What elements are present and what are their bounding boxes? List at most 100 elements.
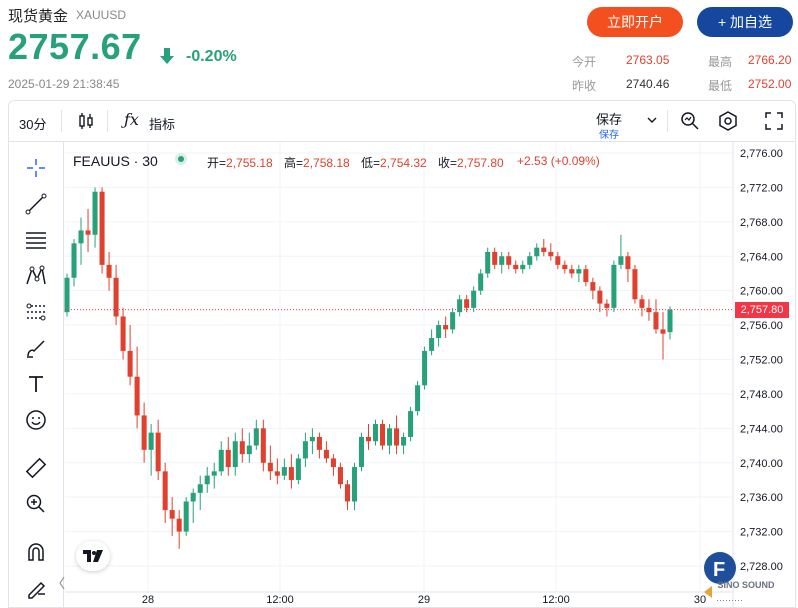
candle-body xyxy=(78,230,84,244)
candle-body xyxy=(246,445,252,455)
candle-body xyxy=(71,243,77,278)
last-price-tag: 2,757.80 xyxy=(735,301,789,318)
quick-search-icon[interactable] xyxy=(679,110,701,132)
x-tick-label: 12:00 xyxy=(266,594,294,606)
candle-body xyxy=(120,316,126,351)
y-tick-label: 2,736.00 xyxy=(740,492,783,504)
candle-body xyxy=(260,428,266,463)
candle-body xyxy=(653,312,659,330)
candle-body xyxy=(436,325,442,338)
x-tick-label: 30 xyxy=(694,594,706,606)
y-tick-label: 2,764.00 xyxy=(740,251,783,263)
chevron-down-icon[interactable] xyxy=(646,115,658,125)
text-icon[interactable] xyxy=(24,372,48,396)
indicators-button[interactable]: 指标 xyxy=(149,117,176,132)
candle-body xyxy=(541,247,547,252)
lock-drawing-icon[interactable] xyxy=(24,576,48,600)
open-account-button[interactable]: 立即开户 xyxy=(587,7,683,37)
settings-icon[interactable] xyxy=(717,110,739,132)
interval-selector[interactable]: 30分 xyxy=(19,117,47,132)
add-watchlist-button[interactable]: + 加自选 xyxy=(697,7,793,37)
candle-body xyxy=(443,325,449,330)
candle-body xyxy=(408,411,414,437)
candle-body xyxy=(239,441,245,455)
trend-line-icon[interactable] xyxy=(24,192,48,216)
candle-body xyxy=(506,256,512,265)
watermark-url: ········· xyxy=(716,595,743,605)
candle-body xyxy=(372,424,379,442)
magnet-icon[interactable] xyxy=(24,540,48,564)
emoji-icon[interactable] xyxy=(24,408,48,432)
candle-body xyxy=(176,518,182,532)
legend-symbol: FEAUUS · 30 xyxy=(73,153,158,169)
candle-body xyxy=(190,492,196,502)
candle-body xyxy=(597,290,603,304)
high-label: 最高 xyxy=(708,55,733,69)
candle-body xyxy=(548,251,554,257)
toolbar-divider xyxy=(667,110,668,132)
y-tick-label: 2,768.00 xyxy=(740,217,783,229)
x-tick-label: 28 xyxy=(142,594,154,606)
arrow-down-icon xyxy=(160,48,174,64)
quote-timestamp: 2025-01-29 21:38:45 xyxy=(8,77,120,91)
candle-body xyxy=(92,191,98,235)
legend-change: +2.53 (+0.09%) xyxy=(517,154,600,168)
candle-body xyxy=(351,467,358,502)
candle-body xyxy=(197,484,203,493)
candle-body xyxy=(478,273,484,291)
candle-body xyxy=(281,467,287,476)
market-status-icon xyxy=(175,153,187,165)
x-tick-label: 12:00 xyxy=(542,594,570,606)
candle-body xyxy=(232,441,238,468)
zoom-in-icon[interactable] xyxy=(24,492,48,516)
candle-body xyxy=(457,299,463,313)
save-sub-label: 保存 xyxy=(599,130,619,141)
candle-body xyxy=(169,510,175,519)
candle-body xyxy=(632,269,638,300)
crosshair-icon[interactable] xyxy=(24,156,48,180)
candle-body xyxy=(288,467,294,480)
candle-body xyxy=(295,458,301,480)
y-tick-label: 2,752.00 xyxy=(740,355,783,367)
tradingview-logo-icon[interactable] xyxy=(76,541,110,571)
candle-body xyxy=(253,428,259,446)
candle-body xyxy=(85,230,91,235)
candle-body xyxy=(316,436,322,450)
forecast-icon[interactable] xyxy=(24,300,48,324)
candle-body xyxy=(267,462,273,472)
candle-body xyxy=(625,256,631,270)
candle-body xyxy=(646,307,652,313)
candle-body xyxy=(534,247,540,257)
y-tick-label: 2,760.00 xyxy=(740,286,783,298)
y-tick-label: 2,772.00 xyxy=(740,182,783,194)
low-label: 最低 xyxy=(708,79,733,93)
fib-retracement-icon[interactable] xyxy=(24,228,48,252)
ruler-icon[interactable] xyxy=(24,456,48,480)
candle-body xyxy=(344,484,350,502)
candle-body xyxy=(64,277,70,313)
save-button[interactable]: 保存 xyxy=(596,112,623,127)
candle-body xyxy=(379,424,386,446)
svg-text:F: F xyxy=(713,559,725,581)
candle-body xyxy=(141,415,147,450)
candle-body xyxy=(183,501,189,532)
y-tick-label: 2,776.00 xyxy=(740,148,783,160)
candle-body xyxy=(639,299,645,308)
current-price: 2757.67 xyxy=(8,26,142,67)
brush-icon[interactable] xyxy=(24,336,48,360)
pattern-icon[interactable] xyxy=(24,264,48,288)
toolbar-divider xyxy=(107,110,108,132)
candle-body xyxy=(155,432,161,472)
y-tick-label: 2,732.00 xyxy=(740,527,783,539)
candle-body xyxy=(358,436,365,468)
fullscreen-icon[interactable] xyxy=(763,110,785,132)
fx-icon[interactable]: ƒx xyxy=(124,110,139,129)
candle-type-icon[interactable] xyxy=(76,111,96,131)
chevron-left-icon[interactable] xyxy=(58,574,66,592)
y-tick-label: 2,728.00 xyxy=(740,561,783,573)
candle-body xyxy=(618,256,624,265)
candle-body xyxy=(422,350,428,386)
x-tick-label: 29 xyxy=(418,594,430,606)
candle-body xyxy=(204,475,210,485)
